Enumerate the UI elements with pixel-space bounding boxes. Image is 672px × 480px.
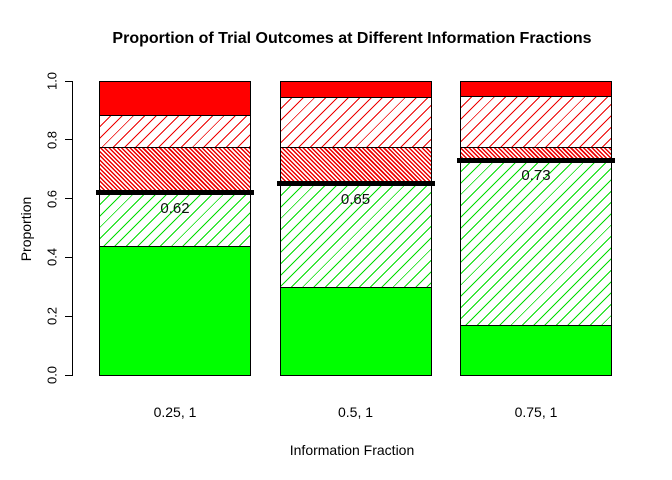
y-axis-tick-label: 0.0 <box>44 365 60 385</box>
red-light-hatch-segment <box>460 95 612 149</box>
solid-red-top-segment <box>279 81 432 99</box>
solid-green-bottom-segment <box>460 325 612 376</box>
solid-green-bottom-segment <box>279 286 432 376</box>
cumulative-threshold-line <box>96 190 254 196</box>
solid-red-top-segment <box>99 81 251 116</box>
y-axis-tick-label: 0.8 <box>44 130 60 149</box>
threshold-value-label: 0.65 <box>340 190 371 208</box>
x-axis-title: Information Fraction <box>289 442 415 458</box>
y-axis-tick <box>65 256 72 258</box>
y-axis-tick <box>65 374 72 376</box>
y-axis-tick-label: 1.0 <box>44 71 60 91</box>
y-axis-tick <box>65 198 72 200</box>
red-dense-hatch-segment <box>99 147 251 194</box>
x-category-label: 0.75, 1 <box>514 404 558 420</box>
y-axis-tick-label: 0.2 <box>44 307 60 326</box>
x-category-label: 0.25, 1 <box>153 404 197 420</box>
y-axis-line <box>72 81 73 376</box>
red-dense-hatch-segment <box>279 147 432 185</box>
x-category-label: 0.5, 1 <box>337 404 374 420</box>
cumulative-threshold-line <box>276 181 435 187</box>
threshold-value-label: 0.73 <box>521 167 551 185</box>
y-axis-tick-label: 0.4 <box>44 248 60 267</box>
green-diagonal-hatch-segment <box>460 160 612 326</box>
chart-title: Proportion of Trial Outcomes at Differen… <box>112 30 592 47</box>
y-axis-title: Proportion <box>18 196 34 262</box>
y-axis-tick <box>65 315 72 317</box>
red-light-hatch-segment <box>99 114 251 149</box>
cumulative-threshold-line <box>457 157 615 163</box>
threshold-value-label: 0.62 <box>160 199 190 217</box>
y-axis-tick <box>65 80 72 82</box>
y-axis-tick <box>65 139 72 141</box>
y-axis-tick-label: 0.6 <box>44 189 60 208</box>
red-light-hatch-segment <box>279 97 432 149</box>
solid-red-top-segment <box>460 81 612 97</box>
solid-green-bottom-segment <box>99 245 251 376</box>
